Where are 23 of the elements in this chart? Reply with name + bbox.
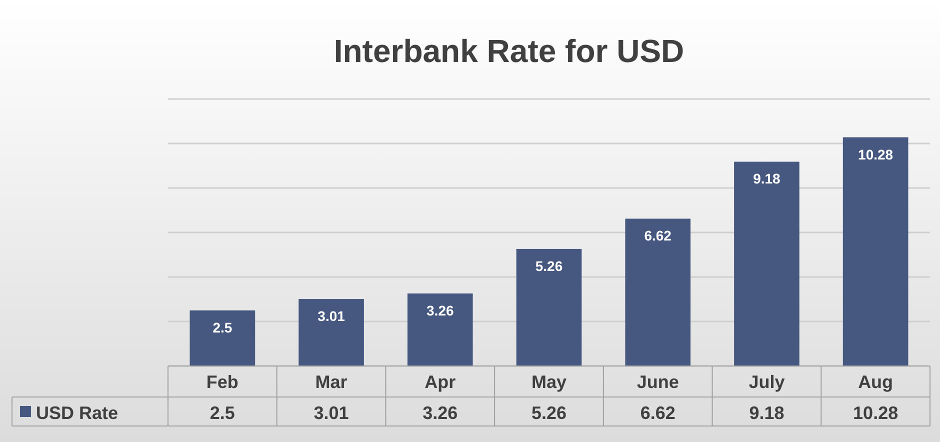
text: 9.18 bbox=[749, 403, 784, 423]
data-label: 10.28 bbox=[858, 146, 894, 162]
chart-title: Interbank Rate for USD bbox=[334, 33, 684, 69]
x-tick-label: July bbox=[748, 372, 785, 392]
data-label: 2.5 bbox=[212, 319, 232, 336]
x-tick-label: Mar bbox=[315, 372, 348, 392]
legend-label: USD Rate bbox=[36, 403, 118, 423]
data-label: 3.01 bbox=[318, 308, 346, 324]
text: 2.5 bbox=[210, 403, 235, 423]
text: 5.26 bbox=[531, 403, 567, 423]
text: 10.28 bbox=[853, 403, 898, 423]
x-tick-label: Apr bbox=[424, 372, 456, 392]
x-tick-label: May bbox=[531, 372, 567, 392]
data-label: 3.26 bbox=[426, 302, 454, 318]
x-tick-label: Aug bbox=[858, 372, 894, 392]
text: 6.62 bbox=[640, 403, 676, 423]
data-label: 9.18 bbox=[753, 170, 781, 187]
text: 3.01 bbox=[314, 403, 349, 423]
x-tick-label: Feb bbox=[206, 372, 238, 392]
data-label: 5.26 bbox=[535, 258, 563, 274]
text: 3.26 bbox=[422, 403, 458, 423]
data-label: 6.62 bbox=[644, 228, 672, 244]
x-tick-label: June bbox=[636, 372, 679, 392]
